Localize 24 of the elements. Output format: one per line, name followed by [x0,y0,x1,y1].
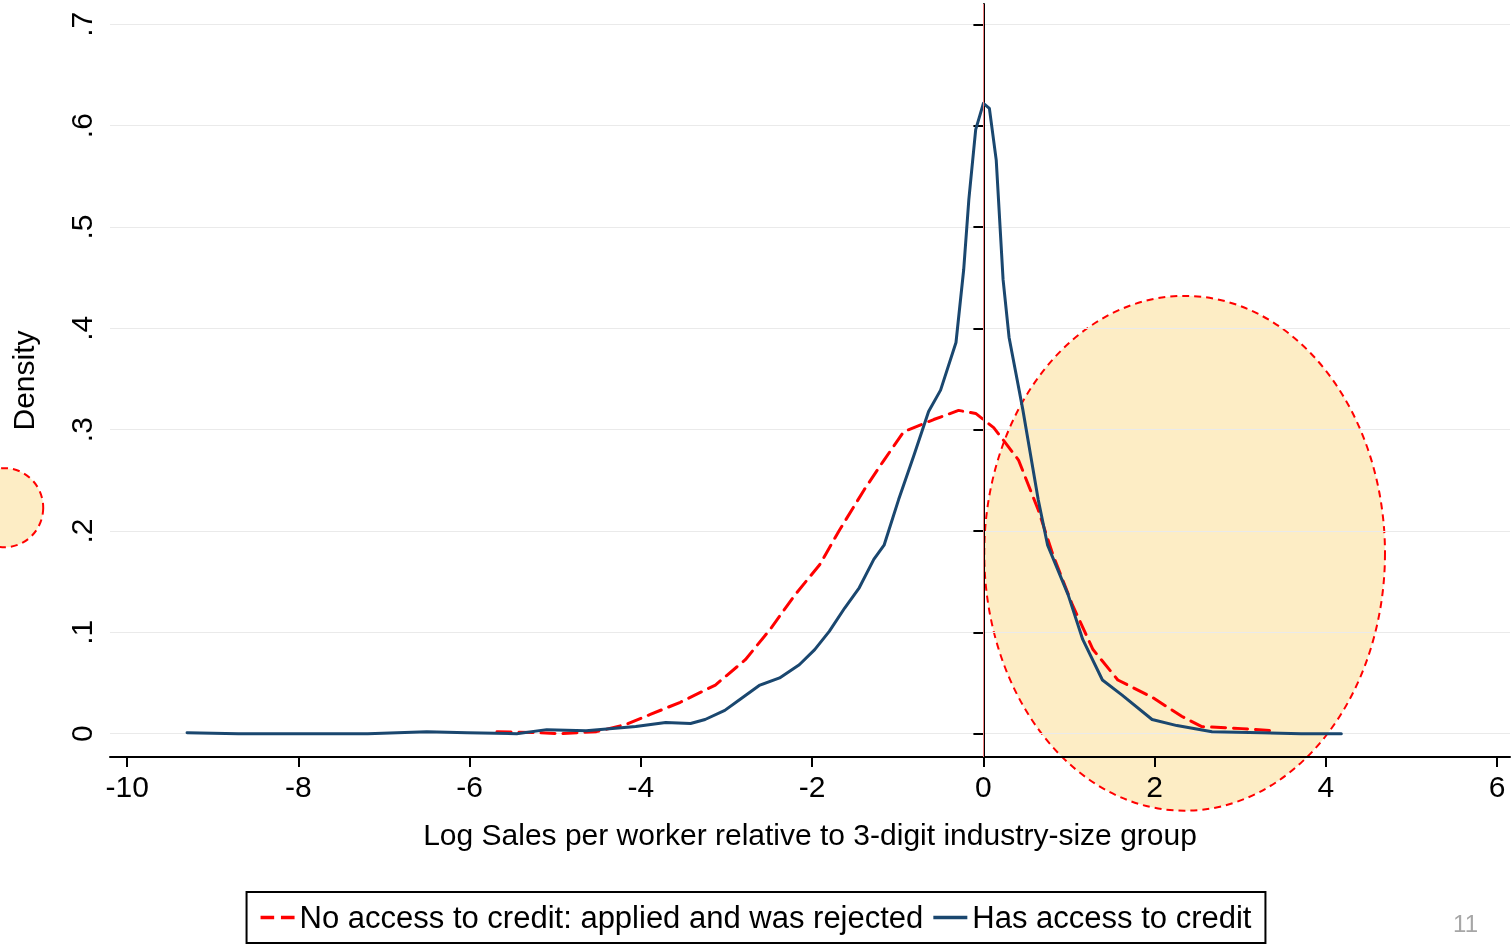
x-tick-label: 4 [1317,769,1335,803]
legend-label: Has access to credit [972,900,1252,935]
y-tick-label: .3 [64,417,98,443]
x-axis-title: Log Sales per worker relative to 3-digit industry-size group [423,817,1197,851]
legend-label: No access to credit: applied and was rejected [299,900,924,935]
y-tick-label: .6 [64,113,98,139]
y-tick-label: .1 [64,619,98,645]
y-tick-label: .5 [64,214,98,240]
x-tick-label: -10 [105,769,149,803]
x-tick-label: 2 [1146,769,1163,803]
line-series [495,408,1273,736]
text: 11 [1453,909,1479,937]
line-series [185,101,1343,736]
y-tick-label: .4 [64,315,98,341]
y-tick-label: 0 [64,725,98,743]
y-tick-label: .7 [64,11,98,37]
y-axis-title: Density [6,330,40,431]
x-tick-label: -6 [456,769,483,803]
x-tick-label: -2 [798,769,826,803]
x-tick-label: -4 [627,769,655,803]
x-tick-label: 0 [975,769,992,803]
y-tick-label: .2 [64,518,98,544]
x-tick-label: -8 [285,769,312,803]
x-tick-label: 6 [1488,769,1506,803]
